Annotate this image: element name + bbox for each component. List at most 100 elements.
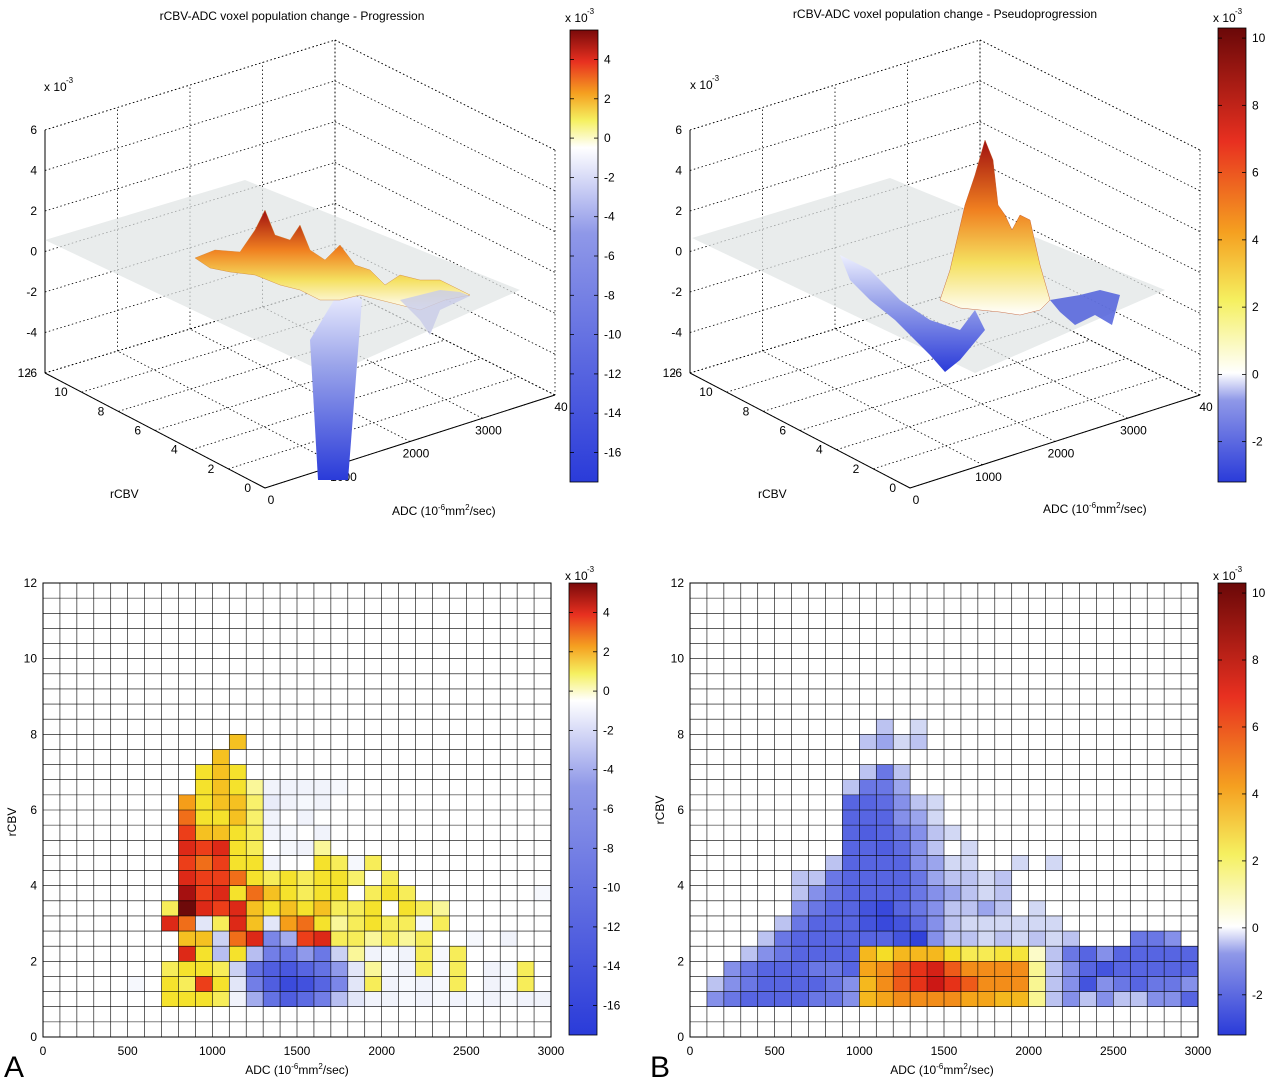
svg-text:ADC (10-6mm2/sec): ADC (10-6mm2/sec) (1043, 501, 1147, 516)
y-tick-label: 8 (30, 727, 37, 741)
heatmap-cell (195, 870, 213, 886)
heatmap-cell (449, 976, 467, 992)
heatmap-cell (1045, 991, 1063, 1007)
heatmap-cell (876, 900, 894, 916)
colorbar-tick-label: 2 (603, 645, 610, 659)
heatmap-cell (212, 946, 230, 962)
heatmap-cell (1113, 976, 1131, 992)
heatmap-cell (212, 794, 230, 810)
heatmap-cell (910, 915, 928, 932)
x-tick-label: 40 (554, 400, 568, 414)
heatmap-cell (1011, 946, 1029, 962)
heatmap-cell (280, 825, 297, 841)
heatmap-cell (313, 885, 331, 901)
y-axis-label: rCBV (758, 487, 787, 501)
heatmap-cell (927, 870, 944, 886)
z-gridline (334, 39, 556, 151)
heatmap-cell (893, 794, 911, 810)
y-axis-label: rCBV (653, 796, 667, 825)
heatmap-cell (825, 991, 843, 1007)
heatmap-cell (466, 991, 484, 1007)
colorbar-tick-label: -12 (604, 367, 622, 381)
heatmap-cell (927, 976, 944, 992)
x-tick-label: 2000 (403, 447, 430, 461)
plot-frame (42, 582, 552, 1038)
heatmap-cell (229, 885, 247, 901)
heatmap-cell (1045, 946, 1063, 962)
heatmap-cell (449, 946, 467, 962)
heatmap-cell (1147, 976, 1165, 992)
heatmap-cell (229, 961, 247, 977)
heatmap-cell (263, 915, 281, 932)
heatmap-cell (994, 900, 1012, 916)
colorbar-tick-label: -2 (1252, 988, 1263, 1002)
colorbar-gradient (568, 582, 598, 1036)
heatmap-cell (1181, 961, 1198, 977)
heatmap-cell (1096, 961, 1114, 977)
heatmap-cell (449, 961, 467, 977)
y-tick-label: 0 (677, 1030, 684, 1044)
heatmap-cell (330, 915, 348, 932)
y-tick-label: 12 (663, 366, 677, 380)
colorbar-tick-label: 10 (1252, 586, 1266, 600)
heatmap-cell (757, 946, 775, 962)
heatmap-cell (1011, 855, 1029, 871)
y-tick-label: 4 (816, 443, 823, 457)
x-tick-label: 1000 (199, 1044, 226, 1058)
heatmap-cell (229, 946, 247, 962)
heatmap-cell (195, 779, 213, 795)
heatmap-cell (1130, 961, 1148, 977)
heatmap-cell (415, 991, 433, 1007)
negative-tail (1050, 290, 1120, 325)
heatmap-cell (347, 946, 365, 962)
y-tick-label: 12 (18, 366, 32, 380)
z-tick-label: -4 (671, 326, 682, 340)
heatmap-cell (944, 946, 961, 962)
heatmap-cell (1045, 976, 1063, 992)
heatmap-cell (246, 946, 264, 962)
heatmap-cell (263, 885, 281, 901)
heatmap-cell (161, 900, 179, 916)
heatmap-cell (977, 870, 995, 886)
heatmap-cell (774, 961, 792, 977)
heatmap-cell (842, 840, 860, 856)
y-tick-label: 2 (677, 954, 684, 968)
heatmap-cell (774, 946, 792, 962)
heatmap-cell (876, 855, 894, 871)
heatmap-cell (246, 961, 264, 977)
heatmap-cell (842, 779, 860, 795)
x-gridline (762, 350, 983, 466)
heatmap-cell (415, 976, 433, 992)
heatmap-cell (944, 961, 961, 977)
z-tick-label: 0 (30, 245, 37, 259)
heatmap-cell (1028, 900, 1046, 916)
heatmap-cell (1130, 976, 1148, 992)
heatmap-cell (1028, 976, 1046, 992)
y-tick-label: 8 (677, 727, 684, 741)
heatmap-cell (994, 931, 1012, 947)
colorbar-tick-label: -6 (603, 802, 614, 816)
heatmap-cell (212, 931, 230, 947)
heatmap-cell (876, 794, 894, 810)
heatmap-cell (330, 870, 348, 886)
heatmap-cell (1130, 931, 1148, 947)
heatmap-cell (1011, 915, 1029, 932)
heatmap-cell (212, 840, 230, 856)
heatmap-cell (1028, 946, 1046, 962)
svg-text:ADC (10-6mm2/sec): ADC (10-6mm2/sec) (890, 1062, 994, 1077)
heatmap-cell (161, 976, 179, 992)
heatmap-cell (944, 900, 961, 916)
heatmap-cell (212, 855, 230, 871)
colorbar-tick-label: 0 (603, 684, 610, 698)
y-tick-label: 10 (699, 385, 713, 399)
y-tick-label: 8 (98, 404, 105, 418)
heatmap-cell (927, 900, 944, 916)
svg-text:ADC (10-6mm2/sec): ADC (10-6mm2/sec) (392, 503, 496, 518)
x-tick-label: 40 (1199, 400, 1213, 414)
heatmap-cell (229, 734, 247, 750)
heatmap-cell (791, 931, 809, 947)
x-tick-label: 500 (765, 1044, 785, 1058)
y-tick-label: 2 (853, 462, 860, 476)
colorbar-tick-label: 8 (1252, 98, 1259, 112)
heatmap-cell (297, 915, 314, 932)
